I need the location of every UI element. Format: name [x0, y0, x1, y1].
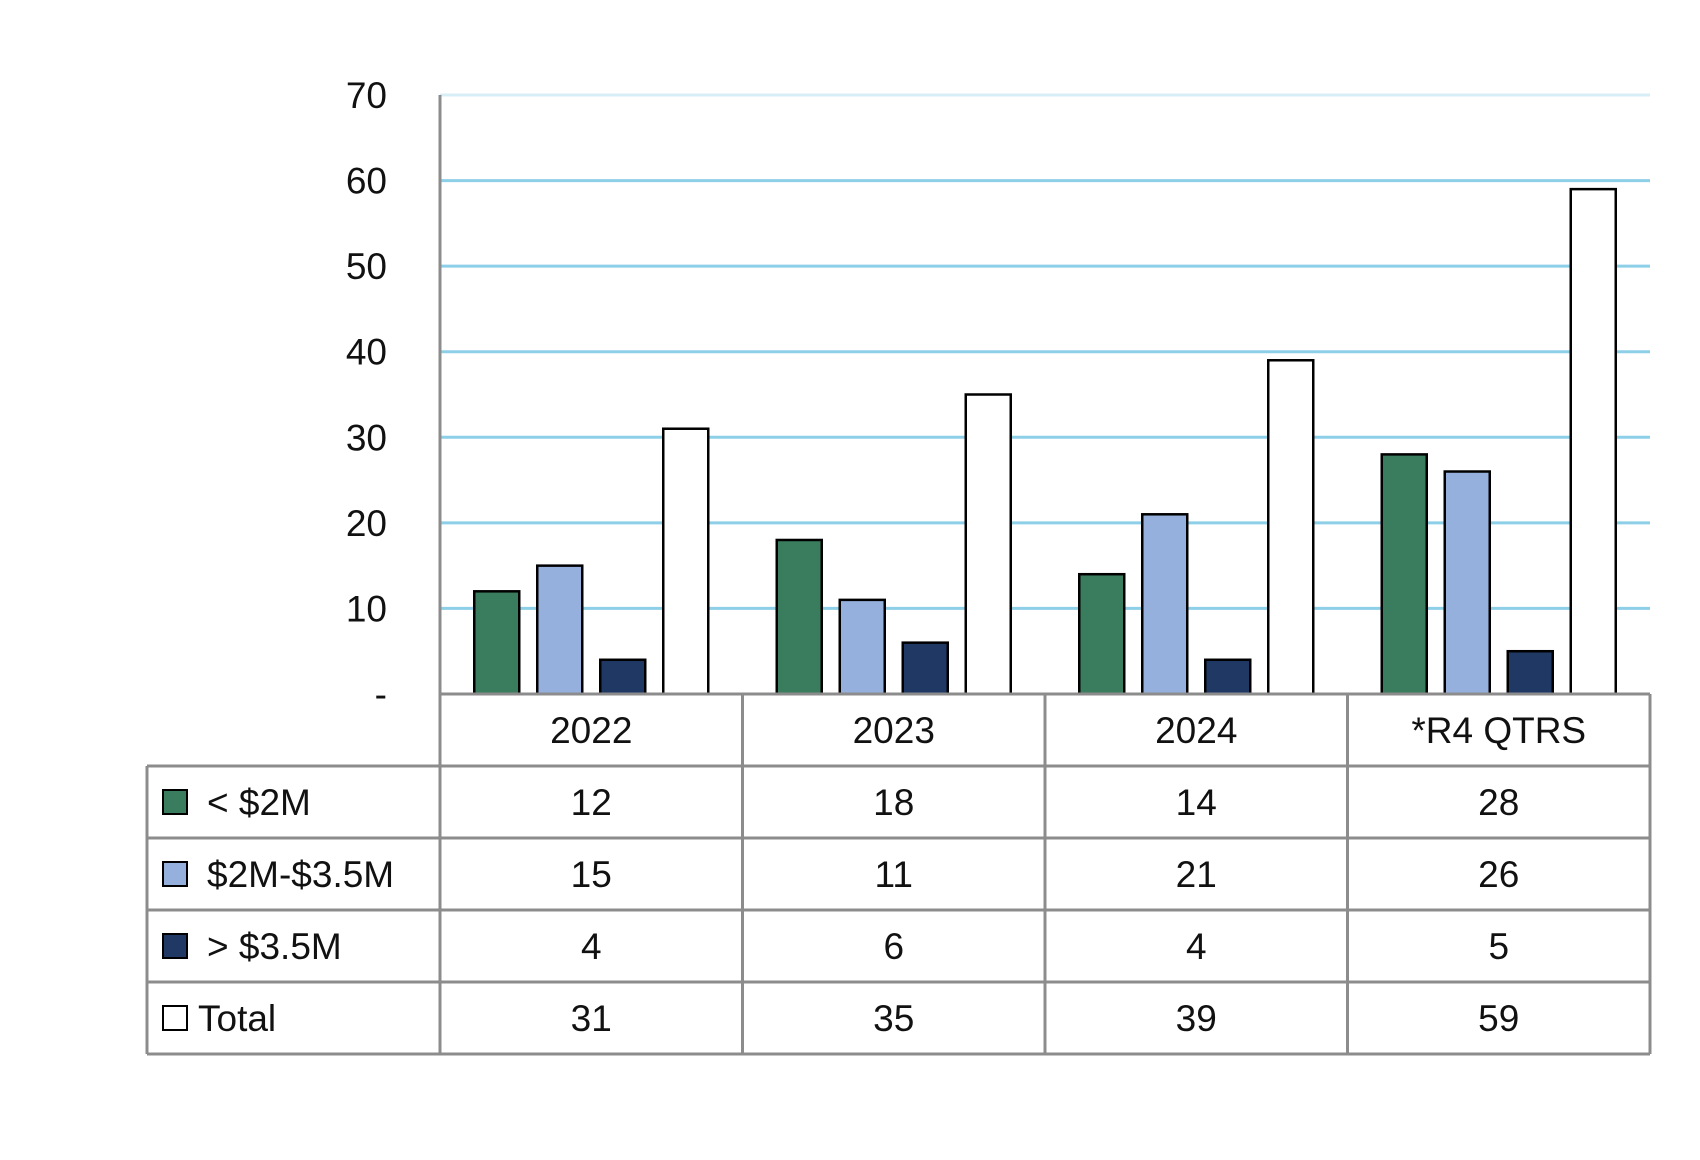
legend-key: [162, 933, 188, 959]
bars: [473, 187, 1617, 696]
y-tick-label: 40: [346, 332, 387, 373]
bar: [1506, 649, 1554, 696]
legend-label: Total: [198, 998, 276, 1039]
bar: [1380, 453, 1428, 696]
bar: [901, 641, 949, 696]
table-value: 39: [1176, 998, 1217, 1039]
bar: [662, 427, 710, 696]
legend-label: < $2M: [207, 782, 311, 823]
bar: [473, 590, 521, 696]
x-category-label: 2024: [1155, 710, 1237, 751]
y-tick-label: 70: [346, 75, 387, 116]
y-tick-labels: - 10 20 30 40 50 60 70: [346, 75, 387, 715]
bar: [1141, 513, 1189, 696]
legend-key: [162, 1005, 188, 1031]
table-value: 26: [1478, 854, 1519, 895]
x-category-label: 2022: [550, 710, 632, 751]
table-value: 11: [875, 854, 913, 895]
table-value: 15: [571, 854, 612, 895]
bar: [536, 564, 584, 696]
table-value: 6: [883, 926, 904, 967]
bar: [775, 538, 823, 696]
legend-label: > $3.5M: [207, 926, 342, 967]
table-value: 35: [873, 998, 914, 1039]
bar: [838, 598, 886, 696]
bar: [1204, 658, 1252, 696]
y-tick-label: 20: [346, 503, 387, 544]
bar: [1078, 572, 1126, 696]
table-value: 14: [1176, 782, 1217, 823]
table-value: 4: [581, 926, 602, 967]
y-tick-label: 30: [346, 417, 387, 458]
y-tick-label: -: [375, 674, 387, 715]
table-value: 5: [1488, 926, 1509, 967]
legend-key: [162, 789, 188, 815]
table-value: 31: [571, 998, 612, 1039]
bar: [1569, 187, 1617, 696]
table-value: 28: [1478, 782, 1519, 823]
bar: [599, 658, 647, 696]
table-value: 18: [873, 782, 914, 823]
legend-key: [162, 861, 188, 887]
gridlines: [440, 93, 1650, 610]
x-category-label: *R4 QTRS: [1411, 710, 1586, 751]
y-tick-label: 10: [346, 588, 387, 629]
bar: [964, 393, 1012, 696]
bar: [1267, 359, 1315, 696]
table-value: 12: [571, 782, 612, 823]
table-value: 4: [1186, 926, 1207, 967]
bar: [1443, 470, 1491, 696]
data-table: 2022 2023 2024 *R4 QTRS < $2M 12 18 14 28 $2M-$3.…: [145, 692, 1652, 1056]
table-value: 21: [1176, 854, 1217, 895]
y-tick-label: 50: [346, 246, 387, 287]
y-tick-label: 60: [346, 161, 387, 202]
table-value: 59: [1478, 998, 1519, 1039]
x-category-label: 2023: [853, 710, 935, 751]
legend-label: $2M-$3.5M: [207, 854, 394, 895]
